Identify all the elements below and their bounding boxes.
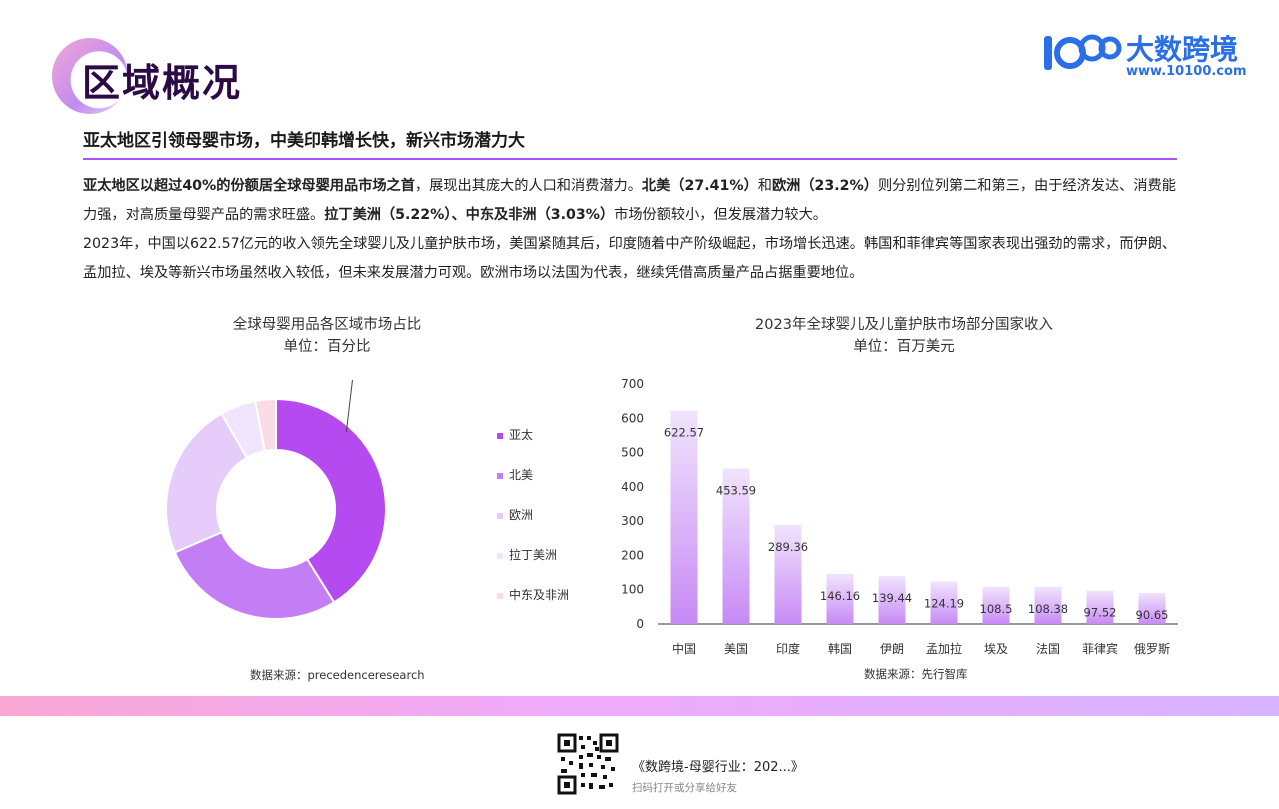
legend-item: 中东及非洲 [497, 586, 569, 603]
bar-法国 [1034, 586, 1062, 624]
legend-label: 拉丁美洲 [509, 548, 558, 562]
pie-slice-1 [173, 530, 336, 620]
legend-swatch [497, 552, 503, 559]
y-tick-label: 600 [621, 411, 644, 425]
y-tick-label: 100 [621, 583, 644, 597]
svg-text:100: 100 [1073, 75, 1081, 76]
logo-url[interactable]: www.10100.com [1126, 64, 1247, 79]
text-phrase: ，展现出其庞大的人口和消费潜力。 [414, 178, 642, 194]
brand-logo[interactable]: 100 大数跨境 www.10100.com [1040, 28, 1255, 88]
legend-item: 欧洲 [497, 506, 533, 523]
bar-chart-title: 2023年全球婴儿及儿童护肤市场部分国家收入 单位：百万美元 [700, 314, 1108, 358]
bar-伊朗 [878, 576, 906, 624]
legend-swatch [497, 512, 503, 519]
bar-data-label: 90.65 [1136, 608, 1169, 622]
bar-韩国 [826, 573, 854, 624]
document-name[interactable]: 《数跨境-母婴行业：202...》 [632, 760, 804, 775]
pie-leader-line [345, 380, 353, 433]
bar-data-label: 139.44 [872, 591, 912, 605]
bar-title-text: 2023年全球婴儿及儿童护肤市场部分国家收入 [755, 317, 1053, 333]
body-text: 亚太地区以超过40%的份额居全球母婴用品市场之首，展现出其庞大的人口和消费潜力。… [83, 172, 1183, 288]
page-title: 区域概况 [82, 61, 243, 105]
bar-data-label: 622.57 [664, 426, 704, 440]
x-tick-label: 孟加拉 [926, 641, 962, 656]
x-tick-label: 菲律宾 [1082, 641, 1118, 656]
legend-swatch [497, 432, 503, 439]
y-tick-label: 500 [621, 446, 644, 460]
legend-item: 亚太 [497, 426, 533, 443]
text-phrase: 则分别位列第二和第三，由于经济发达、消费能力强，对高质量母婴产品的需求旺盛。 [83, 178, 1176, 223]
x-tick-label: 韩国 [828, 641, 852, 656]
legend-swatch [497, 592, 503, 599]
bar-data-label: 453.59 [716, 483, 756, 497]
bar-data-label: 97.52 [1084, 606, 1117, 620]
paragraph-1: 亚太地区以超过40%的份额居全球母婴用品市场之首，展现出其庞大的人口和消费潜力。… [83, 172, 1183, 230]
text-phrase: 市场份额较小，但发展潜力较大。 [614, 207, 827, 223]
bar-印度 [774, 524, 802, 624]
y-tick-label: 400 [621, 480, 644, 494]
y-tick-label: 200 [621, 548, 644, 562]
y-tick-label: 300 [621, 514, 644, 528]
logo-mark-icon: 100 [1040, 28, 1122, 78]
y-tick-label: 0 [636, 617, 644, 631]
x-tick-label: 伊朗 [880, 642, 904, 656]
bar-data-label: 289.36 [768, 540, 808, 554]
legend-item: 北美 [497, 466, 533, 483]
pie-unit-text: 单位：百分比 [283, 339, 371, 355]
bar-data-label: 108.5 [980, 602, 1013, 616]
bold-phrase: 亚太地区以超过40%的份额居全球母婴用品市场之首 [83, 178, 415, 194]
document-hint: 扫码打开或分享给好友 [632, 782, 737, 794]
x-tick-label: 俄罗斯 [1134, 642, 1170, 656]
logo-name: 大数跨境 [1126, 33, 1239, 66]
bar-美国 [722, 468, 750, 624]
bar-俄罗斯 [1138, 592, 1166, 624]
bar-中国 [670, 410, 698, 624]
bold-phrase: 欧洲（23.2%） [771, 178, 878, 194]
bar-菲律宾 [1086, 590, 1114, 624]
x-tick-label: 埃及 [984, 642, 1008, 656]
footer-background [0, 716, 1279, 809]
paragraph-2: 2023年，中国以622.57亿元的收入领先全球婴儿及儿童护肤市场，美国紧随其后… [83, 236, 1177, 281]
y-tick-label: 700 [621, 377, 644, 391]
bold-phrase: 拉丁美洲（5.22%）、中东及非洲（3.03%） [324, 207, 615, 223]
bar-source: 数据来源：先行智库 [864, 667, 968, 681]
x-tick-label: 法国 [1036, 642, 1060, 656]
section-divider [83, 158, 1177, 160]
bar-埃及 [982, 586, 1010, 624]
x-tick-label: 美国 [724, 642, 748, 656]
legend-label: 北美 [509, 468, 534, 482]
bar-孟加拉 [930, 581, 958, 624]
section-subtitle: 亚太地区引领母婴市场，中美印韩增长快，新兴市场潜力大 [83, 131, 525, 151]
qr-code-icon[interactable] [557, 733, 619, 795]
title-decoration [52, 38, 128, 114]
legend-label: 亚太 [509, 428, 534, 442]
legend-label: 中东及非洲 [509, 588, 570, 602]
text-phrase: 和 [757, 178, 772, 194]
legend-item: 拉丁美洲 [497, 546, 557, 563]
pie-slice-2 [165, 412, 249, 554]
bar-data-label: 124.19 [924, 596, 964, 610]
bold-phrase: 北美（27.41%） [641, 178, 758, 194]
pie-slice-4 [254, 397, 277, 453]
bar-data-label: 146.16 [820, 589, 860, 603]
bar-data-label: 108.38 [1028, 602, 1068, 616]
pie-chart-title: 全球母婴用品各区域市场占比 单位：百分比 [177, 314, 477, 358]
legend-swatch [497, 472, 503, 479]
pie-title-text: 全球母婴用品各区域市场占比 [232, 317, 422, 333]
bar-chart: 0 100 200 300 400 500 600 700 622.57 中国 453.59 美国 28… [621, 377, 1178, 656]
x-tick-label: 印度 [776, 641, 800, 656]
pie-source: 数据来源：precedenceresearch [250, 668, 425, 682]
legend-label: 欧洲 [509, 508, 534, 522]
bar-unit-text: 单位：百万美元 [853, 339, 955, 355]
x-tick-label: 中国 [672, 641, 696, 656]
pie-slice-0 [275, 397, 387, 604]
pie-chart: 41.14% [165, 380, 387, 620]
